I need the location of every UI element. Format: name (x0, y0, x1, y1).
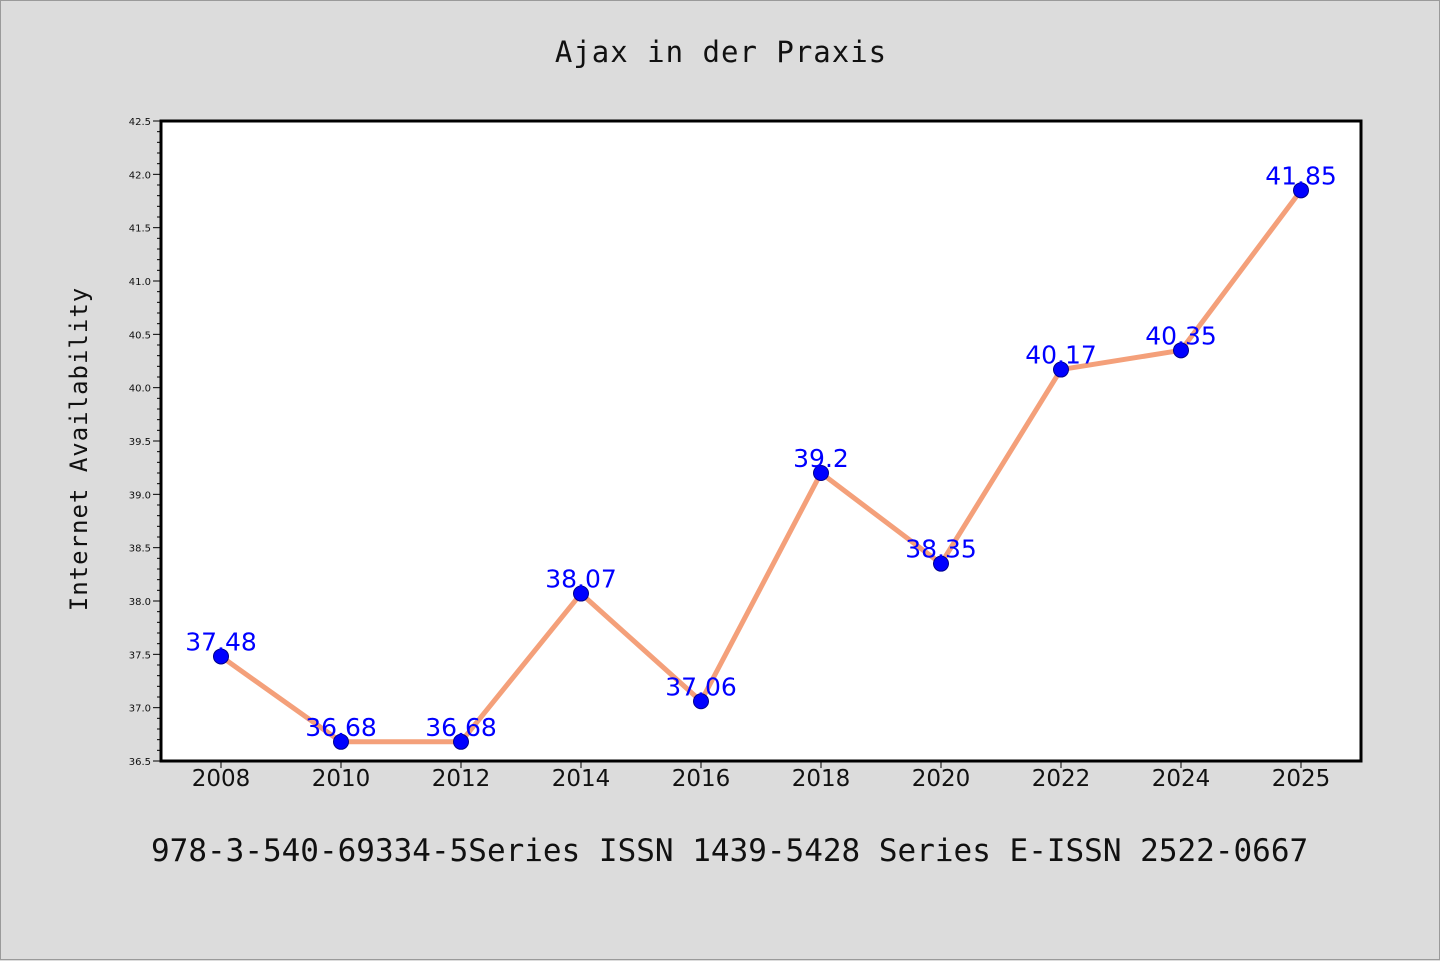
x-tick-label: 2008 (192, 766, 251, 792)
x-tick-label: 2020 (912, 766, 971, 792)
x-tick-label: 2024 (1152, 766, 1211, 792)
y-axis-ticks: 36.5 37.0 37.5 38.0 38.5 39.0 39.5 40.0 40.5 41.0… (129, 117, 161, 768)
y-tick-label: 42.0 (129, 170, 151, 181)
data-point (1293, 182, 1309, 199)
y-tick-label: 39.5 (129, 437, 151, 448)
data-point (813, 465, 829, 481)
y-tick-label: 38.5 (129, 544, 151, 555)
y-tick-label: 37.5 (129, 650, 151, 661)
data-label: 40.17 (1025, 341, 1097, 370)
data-label: 38.35 (905, 535, 977, 564)
y-tick-label: 41.0 (129, 277, 151, 288)
data-point (213, 648, 229, 665)
data-label: 39.2 (793, 444, 849, 473)
x-tick-label: 2012 (432, 766, 491, 792)
data-point (573, 585, 589, 602)
y-tick-label: 40.5 (129, 330, 151, 341)
data-label: 40.35 (1145, 321, 1217, 350)
y-tick-label: 42.5 (129, 117, 151, 128)
data-point (1053, 361, 1069, 378)
y-tick-label: 36.5 (129, 757, 151, 768)
chart-title: Ajax in der Praxis (554, 35, 888, 69)
data-label: 36.68 (425, 713, 497, 742)
data-label: 41.85 (1265, 161, 1337, 190)
x-axis-ticks: 2008 2010 2012 2014 2016 2018 2020 2022 2024 2025 (192, 761, 1331, 792)
x-tick-label: 2025 (1272, 766, 1331, 792)
data-point (333, 733, 349, 750)
series-line (218, 187, 1304, 745)
x-tick-label: 2018 (792, 766, 851, 792)
data-point (1173, 342, 1189, 359)
x-tick-label: 2022 (1032, 766, 1091, 792)
data-point (933, 555, 949, 572)
x-tick-label: 2014 (552, 766, 611, 792)
footer-text: 978-3-540-69334-5Series ISSN 1439-5428 S… (151, 833, 1309, 869)
x-tick-label: 2016 (672, 766, 731, 792)
y-axis-label: Internet Availability (65, 287, 93, 611)
data-markers (213, 182, 1309, 750)
data-label: 36.68 (305, 713, 377, 742)
y-tick-label: 37.0 (129, 704, 151, 715)
data-point (693, 693, 709, 710)
data-label: 37.06 (665, 672, 737, 701)
data-label: 38.07 (545, 565, 617, 594)
data-labels: 37.48 36.68 36.68 38.07 37.06 39.2 38.35 40.17 4… (185, 161, 1337, 741)
plot-area (159, 119, 1363, 763)
data-label: 37.48 (185, 627, 257, 656)
y-tick-label: 41.5 (129, 224, 151, 235)
y-tick-label: 40.0 (129, 384, 151, 395)
data-point (453, 733, 469, 750)
y-tick-label: 39.0 (129, 490, 151, 501)
x-tick-label: 2010 (312, 766, 371, 792)
y-tick-label: 38.0 (129, 597, 151, 608)
